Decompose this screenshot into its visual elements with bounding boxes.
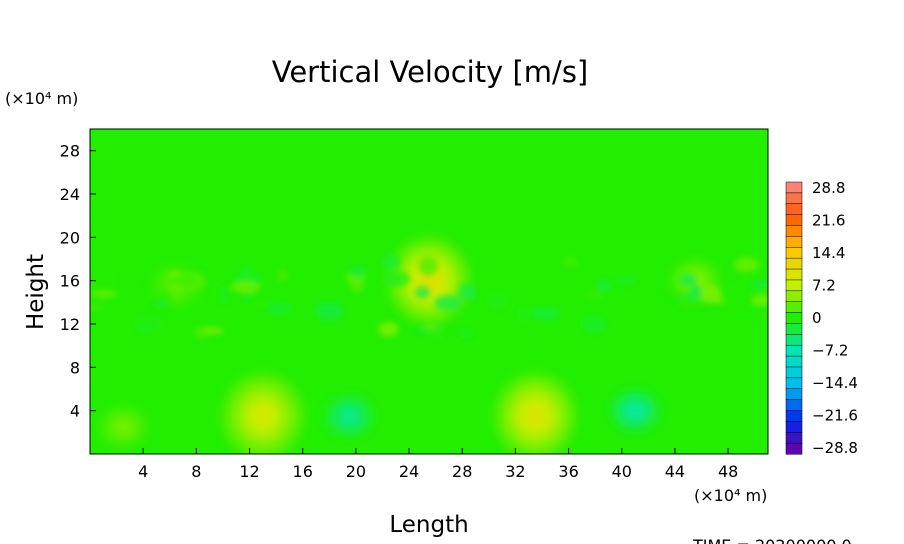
colorbar-swatch <box>785 355 803 368</box>
colorbar-label: 7.2 <box>812 277 836 295</box>
x-tick-label: 16 <box>293 462 313 481</box>
chart-title: Vertical Velocity [m/s] <box>272 55 589 89</box>
colorbar-swatch <box>785 312 803 324</box>
heatmap-feature-3 <box>97 404 150 449</box>
x-tick-label: 28 <box>452 462 472 481</box>
colorbar-swatch <box>785 431 803 444</box>
colorbar-swatch <box>785 268 803 281</box>
x-tick-label: 44 <box>665 462 685 481</box>
colorbar-label: −28.8 <box>812 439 858 457</box>
y-tick-label: 24 <box>60 185 80 204</box>
colorbar-label: 0 <box>812 309 822 327</box>
y-tick-label: 8 <box>70 358 80 377</box>
heatmap-field <box>90 129 768 454</box>
colorbar-swatch <box>785 334 803 346</box>
x-tick-label: 20 <box>346 462 366 481</box>
colorbar-swatch <box>785 388 803 401</box>
colorbar-label: −7.2 <box>812 342 848 360</box>
heatmap-feature-2 <box>493 372 578 454</box>
y-tick-label: 4 <box>70 402 80 421</box>
colorbar-swatch <box>785 399 803 412</box>
colorbar-swatch <box>785 421 803 433</box>
colorbar-swatch <box>785 290 803 303</box>
colorbar-swatch <box>785 192 803 205</box>
colorbar-swatch <box>785 203 803 216</box>
x-tick-label: 4 <box>138 462 148 481</box>
plot-frame <box>89 128 769 455</box>
y-tick-label: 20 <box>60 228 80 247</box>
colorbar-swatch <box>785 323 803 335</box>
colorbar-swatch <box>785 236 803 248</box>
colorbar-swatch <box>785 301 803 314</box>
x-tick-label: 12 <box>239 462 259 481</box>
colorbar-label: 14.4 <box>812 244 845 262</box>
colorbar-swatch <box>785 279 803 292</box>
y-tick-label: 28 <box>60 142 80 161</box>
colorbar-label: 28.8 <box>812 179 845 197</box>
colorbar-swatch <box>785 225 803 237</box>
x-tick-label: 24 <box>399 462 419 481</box>
x-tick-label: 48 <box>718 462 738 481</box>
y-tick-label: 12 <box>60 315 80 334</box>
y-unit-label: (×10⁴ m) <box>5 89 78 108</box>
x-tick-label: 8 <box>191 462 201 481</box>
x-unit-label: (×10⁴ m) <box>694 486 767 505</box>
x-tick-label: 36 <box>558 462 578 481</box>
heatmap-feature-5 <box>609 388 662 433</box>
colorbar-swatch <box>785 181 803 194</box>
x-tick-label: 40 <box>612 462 632 481</box>
colorbar-label: 21.6 <box>812 212 845 230</box>
y-axis-label: Height <box>23 254 49 330</box>
colorbar-swatch <box>785 344 803 357</box>
colorbar-swatch <box>785 442 803 455</box>
x-tick-label: 32 <box>505 462 525 481</box>
colorbar-swatch <box>785 410 803 422</box>
y-tick-label: 16 <box>60 272 80 291</box>
colorbar-swatch <box>785 257 803 270</box>
colorbar-label: −14.4 <box>812 374 858 392</box>
colorbar-label: −21.6 <box>812 407 858 425</box>
colorbar-swatch <box>785 377 803 390</box>
colorbar-swatch <box>785 247 803 259</box>
colorbar-swatch <box>785 214 803 227</box>
colorbar: 28.8 21.6 14.4 7.2 0 −7.2 −14.4 −21.6 −28.8 <box>785 179 858 457</box>
time-label: TIME = 20200000.0 <box>692 536 852 544</box>
heatmap-feature-1 <box>220 372 305 454</box>
colorbar-swatch <box>785 366 803 379</box>
x-axis-label: Length <box>389 512 468 538</box>
heatmap-feature-4 <box>323 394 376 439</box>
